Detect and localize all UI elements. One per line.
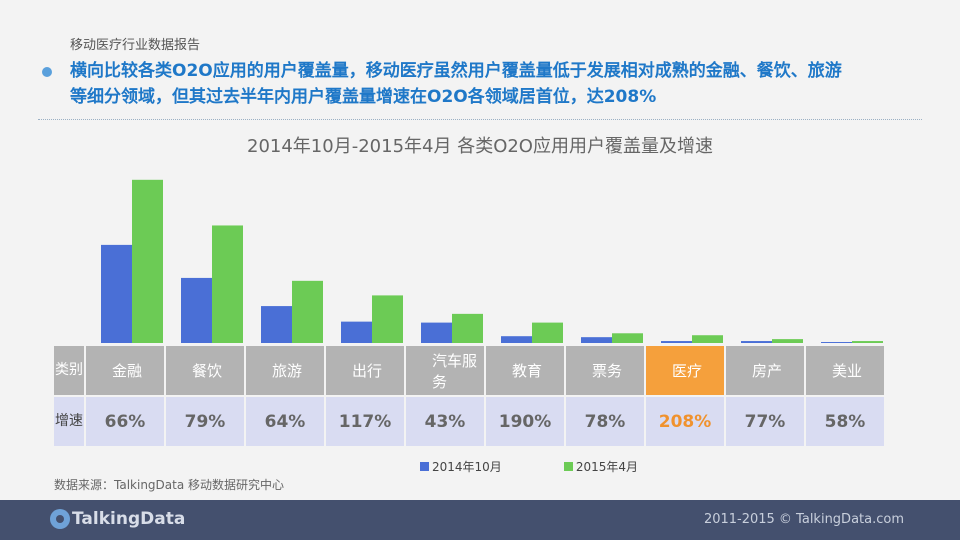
category-cell: 汽车服务	[406, 346, 484, 395]
growth-rate-cell: 58%	[806, 397, 884, 446]
bar-2015-04	[852, 341, 883, 343]
growth-rate-cell: 66%	[86, 397, 164, 446]
legend-swatch-blue	[420, 462, 429, 471]
growth-rate-cell: 77%	[726, 397, 804, 446]
copyright: 2011-2015 © TalkingData.com	[703, 512, 904, 527]
growth-rate-cell: 78%	[566, 397, 644, 446]
bar-2014-10	[581, 337, 612, 343]
logo: TalkingData	[50, 509, 185, 529]
bullet-dot	[42, 67, 52, 77]
legend-swatch-green	[563, 462, 573, 471]
bar-2014-10	[501, 336, 532, 343]
headline-line-1: 横向比较各类O2O应用的用户覆盖量，移动医疗虽然用户覆盖量低于发展相对成熟的金融…	[70, 61, 842, 81]
footer-bar: TalkingData 2011-2015 © TalkingData.com	[0, 500, 960, 540]
report-label: 移动医疗行业数据报告	[70, 38, 201, 53]
logo-text: TalkingData	[72, 509, 186, 529]
bar-2015-04	[212, 225, 243, 343]
category-cell: 房产	[726, 346, 804, 395]
growth-rate-cell: 208%	[646, 397, 724, 446]
bar-2014-10	[741, 341, 772, 343]
bar-2015-04	[132, 179, 163, 343]
data-table: 类别 金融 餐饮 旅游 出行 汽车服务 教育 票务 医疗 房产 美业 增速 66% 79% 64% 11…	[54, 346, 886, 448]
bar-2014-10	[341, 321, 372, 343]
category-row: 类别 金融 餐饮 旅游 出行 汽车服务 教育 票务 医疗 房产 美业	[54, 346, 886, 397]
category-header: 类别	[54, 346, 84, 395]
bar-2015-04	[612, 333, 643, 343]
bar-2015-04	[292, 280, 323, 343]
chart-legend: 2014年10月 2015年4月	[420, 458, 700, 475]
category-cell: 旅游	[246, 346, 324, 395]
growth-rate-cell: 117%	[326, 397, 404, 446]
bar-2014-10	[101, 244, 132, 343]
bar-2014-10	[821, 342, 852, 343]
logo-icon	[50, 509, 70, 529]
category-cell: 美业	[806, 346, 884, 395]
category-cell: 金融	[86, 346, 164, 395]
bar-2015-04	[452, 313, 483, 343]
headline: 横向比较各类O2O应用的用户覆盖量，移动医疗虽然用户覆盖量低于发展相对成熟的金融…	[70, 58, 930, 110]
bar-2014-10	[181, 277, 212, 343]
data-source: 数据来源：TalkingData 移动数据研究中心	[54, 478, 285, 492]
growth-rate-cell: 190%	[486, 397, 564, 446]
section-divider	[38, 119, 922, 120]
bar-2014-10	[421, 322, 452, 343]
category-cell: 教育	[486, 346, 564, 395]
category-cell: 医疗	[646, 346, 724, 395]
category-cell: 票务	[566, 346, 644, 395]
growth-rate-cell: 43%	[406, 397, 484, 446]
bar-2015-04	[772, 339, 803, 343]
bar-2015-04	[372, 295, 403, 343]
chart-title: 2014年10月-2015年4月 各类O2O应用用户覆盖量及增速	[247, 136, 713, 157]
bar-2014-10	[661, 341, 692, 343]
bar-chart	[101, 179, 883, 343]
headline-line-2: 等细分领域，但其过去半年内用户覆盖量增速在O2O各领域居首位，达208%	[70, 87, 657, 107]
bar-2015-04	[692, 335, 723, 343]
growth-rate-cell: 64%	[246, 397, 324, 446]
growth-row: 增速 66% 79% 64% 117% 43% 190% 78% 208% 77% 58%	[54, 397, 886, 448]
growth-header: 增速	[54, 397, 84, 446]
legend-label: 2014年10月	[432, 460, 502, 474]
bar-2014-10	[261, 306, 292, 343]
legend-label: 2015年4月	[575, 460, 638, 474]
category-cell: 出行	[326, 346, 404, 395]
legend-item-2014-10: 2014年10月	[420, 458, 502, 475]
growth-rate-cell: 79%	[166, 397, 244, 446]
category-cell: 餐饮	[166, 346, 244, 395]
legend-item-2015-04: 2015年4月	[563, 458, 638, 475]
bar-2015-04	[532, 322, 563, 343]
